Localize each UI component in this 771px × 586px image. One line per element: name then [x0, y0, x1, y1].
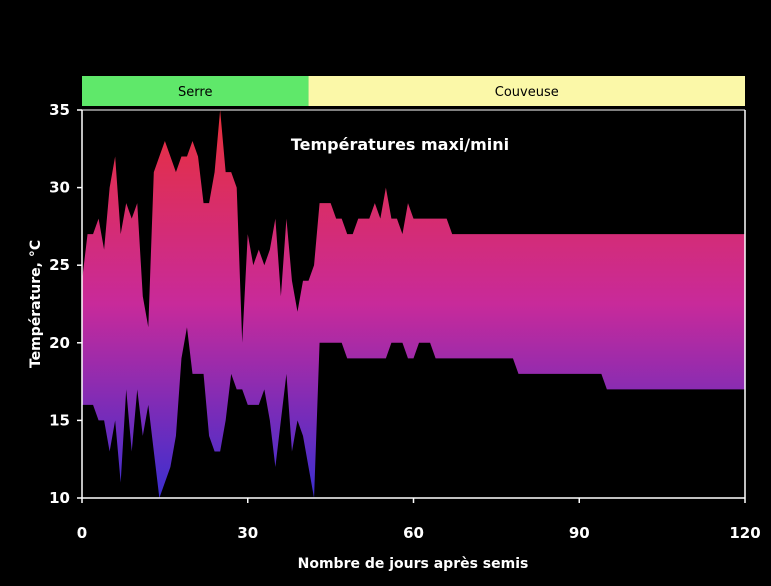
phase-bar-1: [308, 76, 745, 106]
x-tick-label: 60: [403, 524, 424, 542]
temperature-range-area: [82, 110, 745, 498]
x-tick-label: 120: [729, 524, 760, 542]
x-tick-label: 0: [77, 524, 87, 542]
y-tick-label: 35: [49, 101, 70, 119]
x-tick-label: 90: [569, 524, 590, 542]
x-tick-label: 30: [237, 524, 258, 542]
chart-title: Températures maxi/mini: [291, 135, 509, 154]
y-tick-label: 15: [49, 411, 70, 429]
phase-label-0: Serre: [178, 85, 212, 100]
phase-bar-0: [82, 76, 309, 106]
phase-label-1: Couveuse: [495, 85, 559, 100]
y-tick-label: 20: [49, 334, 70, 352]
y-tick-label: 25: [49, 256, 70, 274]
y-tick-label: 10: [49, 489, 70, 507]
y-tick-label: 30: [49, 179, 70, 197]
y-axis-title: Température, °C: [28, 240, 44, 368]
x-axis-title: Nombre de jours après semis: [298, 556, 529, 572]
